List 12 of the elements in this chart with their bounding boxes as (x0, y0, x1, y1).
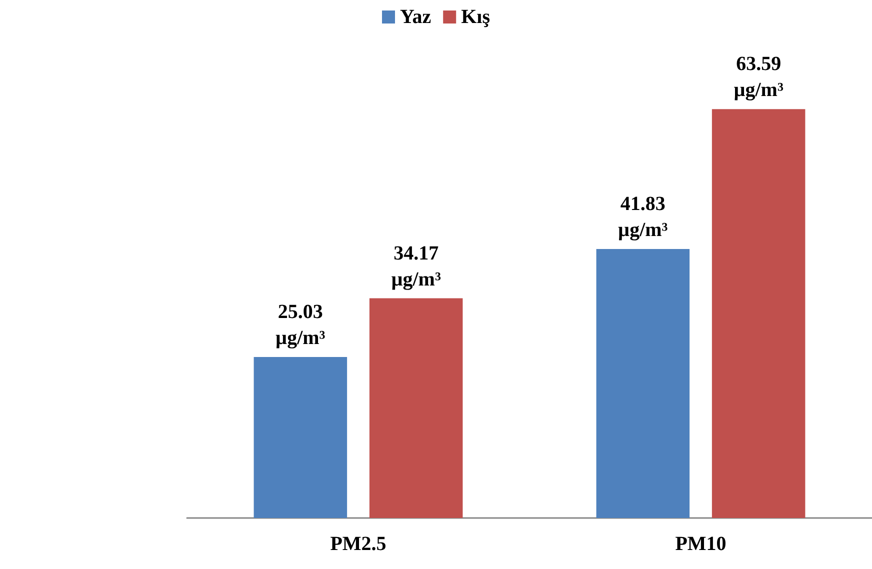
bar (369, 298, 463, 518)
bar (712, 109, 806, 518)
legend-label: Kış (461, 6, 490, 28)
legend-label: Yaz (400, 6, 432, 28)
bar (254, 357, 348, 518)
x-tick-label: PM2.5 (330, 533, 386, 555)
data-label: 41.83 µg/m³ (618, 193, 668, 242)
data-label: 34.17 µg/m³ (391, 242, 441, 290)
x-tick-label: PM10 (675, 533, 726, 555)
bar (596, 249, 690, 518)
data-label: 63.59 µg/m³ (734, 53, 784, 102)
data-label: 25.03 µg/m³ (276, 301, 326, 350)
